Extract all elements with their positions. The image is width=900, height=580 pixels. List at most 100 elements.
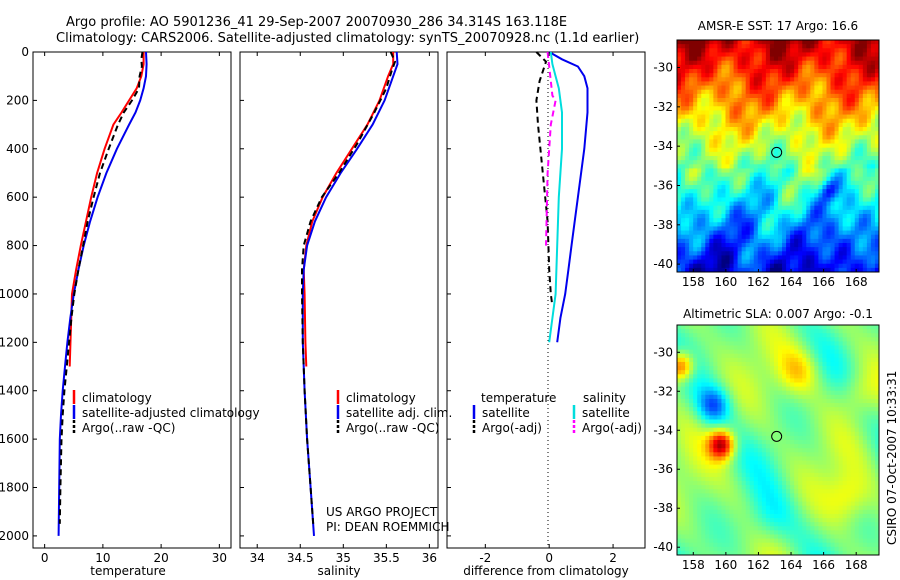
heatmap-cell bbox=[786, 361, 791, 367]
heatmap-cell bbox=[838, 180, 844, 186]
heatmap-cell bbox=[870, 110, 876, 115]
heatmap-cell bbox=[810, 464, 815, 470]
heatmap-cell bbox=[814, 325, 819, 330]
heatmap-cell bbox=[713, 456, 718, 461]
heatmap-cell bbox=[729, 185, 734, 190]
heatmap-cell bbox=[806, 345, 811, 351]
heatmap-cell bbox=[818, 267, 823, 273]
heatmap-cell bbox=[765, 435, 771, 441]
heatmap-cell bbox=[842, 89, 848, 95]
heatmap-cell bbox=[737, 118, 743, 124]
heatmap-cell bbox=[850, 102, 856, 107]
heatmap-cell bbox=[693, 415, 698, 420]
heatmap-cell bbox=[697, 394, 702, 400]
heatmap-cell bbox=[850, 81, 856, 86]
heatmap-cell bbox=[814, 267, 819, 273]
heatmap-cell bbox=[725, 267, 730, 273]
heatmap-cell bbox=[749, 398, 755, 404]
heatmap-cell bbox=[798, 77, 803, 82]
heatmap-cell bbox=[729, 238, 734, 244]
heatmap-cell bbox=[709, 151, 714, 157]
heatmap-cell bbox=[697, 386, 702, 392]
heatmap-cell bbox=[842, 460, 848, 466]
heatmap-cell bbox=[745, 333, 751, 338]
heatmap-cell bbox=[866, 435, 872, 441]
heatmap-cell bbox=[858, 226, 864, 231]
heatmap-cell bbox=[701, 423, 706, 429]
heatmap-cell bbox=[761, 139, 767, 144]
heatmap-cell bbox=[753, 143, 759, 149]
heatmap-cell bbox=[862, 44, 868, 49]
heatmap-cell bbox=[854, 226, 860, 231]
heatmap-cell bbox=[765, 193, 771, 198]
heatmap-cell bbox=[798, 448, 803, 453]
heatmap-cell bbox=[737, 419, 743, 424]
heatmap-cell bbox=[773, 131, 779, 136]
heatmap-cell bbox=[778, 398, 783, 404]
heatmap-cell bbox=[842, 205, 848, 211]
heatmap-cell bbox=[717, 267, 722, 273]
heatmap-cell bbox=[862, 81, 868, 86]
heatmap-cell bbox=[713, 259, 718, 265]
heatmap-cell bbox=[862, 341, 868, 346]
heatmap-cell bbox=[782, 263, 787, 269]
heatmap-cell bbox=[842, 85, 848, 91]
heatmap-cell bbox=[854, 325, 860, 330]
heatmap-cell bbox=[725, 151, 730, 157]
heatmap-cell bbox=[769, 64, 775, 70]
heatmap-cell bbox=[870, 185, 876, 190]
heatmap-cell bbox=[838, 452, 844, 457]
heatmap-cell bbox=[757, 259, 763, 265]
heatmap-cell bbox=[745, 481, 751, 486]
heatmap-cell bbox=[773, 411, 779, 416]
heatmap-cell bbox=[717, 485, 722, 490]
heatmap-cell bbox=[677, 48, 682, 53]
heatmap-cell bbox=[806, 333, 811, 338]
heatmap-cell bbox=[745, 118, 751, 124]
heatmap-cell bbox=[802, 472, 807, 478]
heatmap-cell bbox=[802, 135, 807, 140]
heatmap-cell bbox=[806, 472, 811, 478]
heatmap-cell bbox=[745, 238, 751, 244]
heatmap-cell bbox=[834, 464, 839, 470]
heatmap-cell bbox=[709, 48, 714, 53]
heatmap-cell bbox=[798, 127, 803, 132]
heatmap-cell bbox=[689, 468, 694, 474]
heatmap-cell bbox=[838, 40, 844, 45]
heatmap-cell bbox=[850, 127, 856, 132]
heatmap-cell bbox=[761, 440, 767, 445]
heatmap-cell bbox=[810, 333, 815, 338]
heatmap-cell bbox=[745, 60, 751, 66]
heatmap-cell bbox=[862, 464, 868, 470]
heatmap-cell bbox=[753, 172, 759, 178]
heatmap-cell bbox=[697, 131, 702, 136]
heatmap-cell bbox=[778, 135, 783, 140]
heatmap-cell bbox=[818, 357, 823, 363]
heatmap-cell bbox=[765, 139, 771, 144]
heatmap-cell bbox=[858, 77, 864, 82]
heatmap-cell bbox=[842, 209, 848, 215]
heatmap-cell bbox=[749, 255, 755, 260]
heatmap-cell bbox=[737, 444, 743, 449]
heatmap-cell bbox=[713, 267, 718, 273]
heatmap-cell bbox=[786, 77, 791, 82]
heatmap-cell bbox=[862, 102, 868, 107]
heatmap-cell bbox=[765, 98, 771, 103]
heatmap-cell bbox=[866, 127, 872, 132]
heatmap-cell bbox=[858, 251, 864, 256]
heatmap-cell bbox=[689, 85, 694, 91]
heatmap-cell bbox=[838, 201, 844, 207]
heatmap-cell bbox=[757, 226, 763, 231]
heatmap-cell bbox=[761, 325, 767, 330]
heatmap-cell bbox=[709, 357, 714, 363]
heatmap-cell bbox=[778, 89, 783, 95]
heatmap-cell bbox=[721, 386, 726, 392]
heatmap-cell bbox=[790, 64, 795, 70]
series-line-temperature-1 bbox=[57, 51, 148, 536]
heatmap-cell bbox=[761, 435, 767, 441]
heatmap-cell bbox=[866, 382, 872, 388]
map-y-tick-label: -40 bbox=[653, 257, 673, 271]
heatmap-cell bbox=[681, 251, 686, 256]
heatmap-cell bbox=[757, 456, 763, 461]
heatmap-cell bbox=[870, 164, 876, 169]
